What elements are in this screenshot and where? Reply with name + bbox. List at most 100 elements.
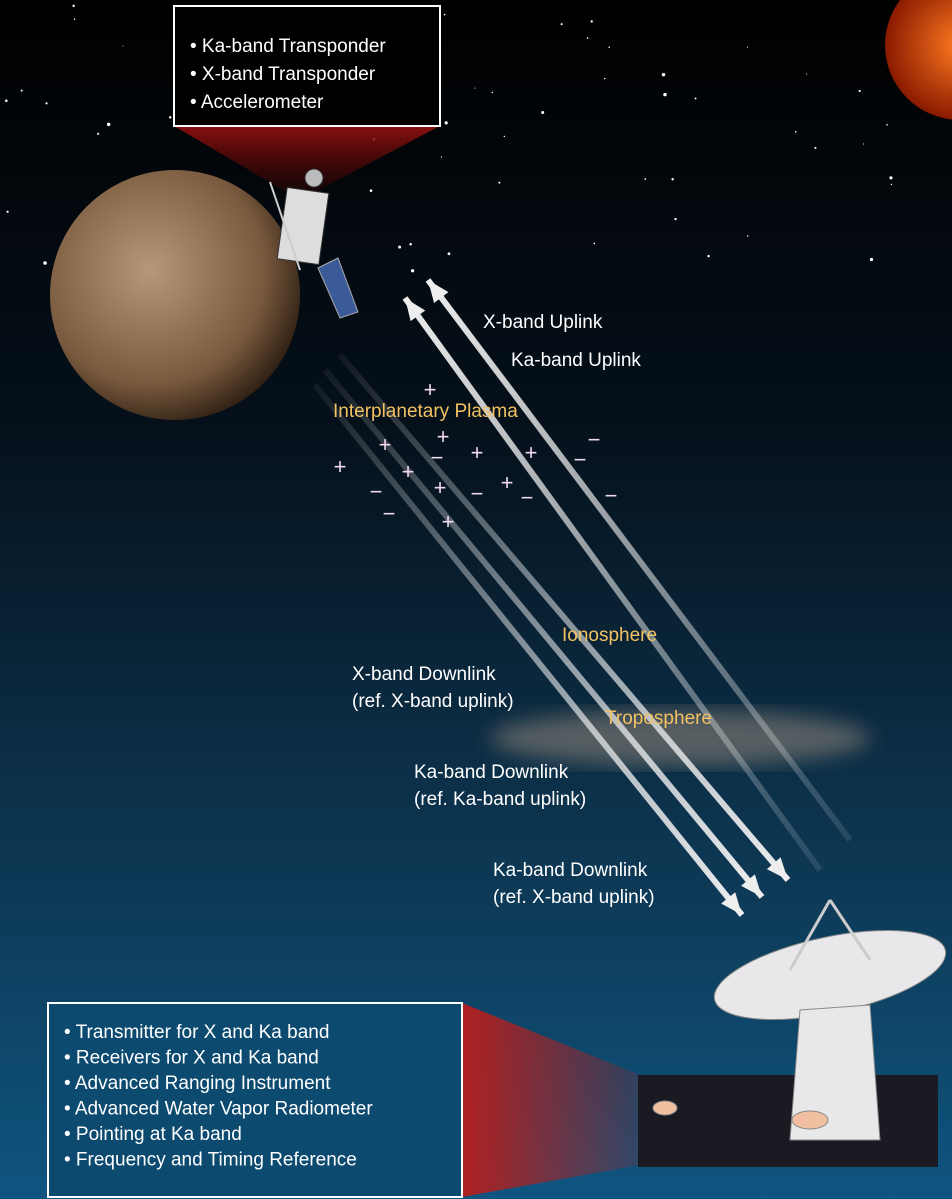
star xyxy=(122,45,124,47)
troposphere-label: Troposphere xyxy=(605,708,712,729)
spacecraft-item: • Accelerometer xyxy=(190,92,324,113)
signal-arrow xyxy=(337,353,791,882)
ionosphere-label: Ionosphere xyxy=(562,625,657,646)
star xyxy=(889,176,893,180)
star xyxy=(869,257,874,262)
mercury xyxy=(50,170,300,420)
downlink-name: Ka-band Downlink xyxy=(414,762,569,783)
plasma-sign: − xyxy=(574,447,587,472)
star xyxy=(474,87,476,89)
downlink-name: Ka-band Downlink xyxy=(493,860,648,881)
star xyxy=(541,110,545,114)
plasma-sign: − xyxy=(521,485,534,510)
star xyxy=(593,242,596,245)
plasma-sign: − xyxy=(370,479,383,504)
plasma-sign: − xyxy=(588,427,601,452)
signal-arrow xyxy=(322,368,765,899)
signal-arrow xyxy=(402,296,823,872)
star xyxy=(674,217,677,221)
antenna xyxy=(652,899,947,1141)
star xyxy=(814,146,817,149)
star xyxy=(97,132,100,135)
star xyxy=(746,235,749,237)
plasma-sign: + xyxy=(379,432,392,457)
star xyxy=(608,46,610,48)
star xyxy=(45,102,48,105)
star xyxy=(746,46,749,48)
star xyxy=(169,116,172,119)
arrow-head xyxy=(721,892,742,915)
ground-beam xyxy=(462,1003,640,1197)
star xyxy=(491,91,494,94)
spacecraft-item: • Ka-band Transponder xyxy=(190,36,386,57)
arrow-head xyxy=(405,298,426,322)
signal-paths xyxy=(312,278,853,917)
spacecraft-box xyxy=(173,5,441,127)
sun xyxy=(885,0,952,120)
plasma-sign: + xyxy=(437,424,450,449)
star xyxy=(498,181,501,184)
ground-item: • Pointing at Ka band xyxy=(64,1124,242,1145)
star xyxy=(444,121,448,125)
star xyxy=(644,178,647,180)
star xyxy=(890,183,893,186)
ground-item: • Receivers for X and Ka band xyxy=(64,1048,319,1069)
plasma-sign: − xyxy=(383,501,396,526)
star xyxy=(603,77,606,80)
star xyxy=(560,23,563,26)
star xyxy=(886,123,888,126)
star xyxy=(858,89,861,93)
plasma-sign: + xyxy=(424,377,437,402)
star xyxy=(5,99,8,103)
star xyxy=(794,130,797,133)
star xyxy=(863,143,865,145)
downlink-name: X-band Downlink xyxy=(352,664,496,685)
plasma-sign: + xyxy=(402,459,415,484)
star xyxy=(398,245,402,249)
downlink-reference: (ref. X-band uplink) xyxy=(493,887,655,908)
plasma-sign: − xyxy=(471,481,484,506)
arrow-head xyxy=(428,280,449,303)
star xyxy=(410,269,415,273)
plasma-sign: + xyxy=(501,470,514,495)
star xyxy=(6,210,9,213)
plasma-sign: − xyxy=(431,445,444,470)
star xyxy=(43,261,47,265)
ground-box xyxy=(47,1002,463,1198)
star xyxy=(72,4,75,8)
star xyxy=(661,72,666,77)
arrow-head xyxy=(766,857,788,880)
arrow-head xyxy=(741,874,762,897)
star xyxy=(409,242,412,246)
ground-item: • Transmitter for X and Ka band xyxy=(64,1022,329,1043)
signal-arrow xyxy=(312,383,745,917)
spacecraft-item: • X-band Transponder xyxy=(190,64,376,85)
spacecraft-beam xyxy=(174,126,440,200)
plasma-sign: + xyxy=(471,440,484,465)
star xyxy=(503,135,506,138)
star xyxy=(663,92,667,97)
spacecraft xyxy=(269,168,359,319)
plasma-sign: + xyxy=(442,509,455,534)
star xyxy=(369,189,373,193)
plasma-sign: + xyxy=(434,475,447,500)
station-photo xyxy=(638,1075,938,1167)
star xyxy=(447,252,451,256)
plasma-sign: + xyxy=(525,440,538,465)
star xyxy=(20,89,23,92)
ground-item: • Advanced Ranging Instrument xyxy=(64,1073,331,1094)
uplink-label: Ka-band Uplink xyxy=(511,350,641,371)
star xyxy=(586,37,589,39)
uplink-label: X-band Uplink xyxy=(483,312,603,333)
downlink-reference: (ref. Ka-band uplink) xyxy=(414,789,586,810)
star xyxy=(707,254,710,258)
star xyxy=(440,156,443,158)
star xyxy=(590,20,593,23)
plasma-sign: − xyxy=(605,483,618,508)
downlink-reference: (ref. X-band uplink) xyxy=(352,691,514,712)
ground-item: • Advanced Water Vapor Radiometer xyxy=(64,1099,373,1120)
plasma-label: Interplanetary Plasma xyxy=(333,401,518,422)
star xyxy=(806,73,808,75)
star xyxy=(73,18,76,20)
